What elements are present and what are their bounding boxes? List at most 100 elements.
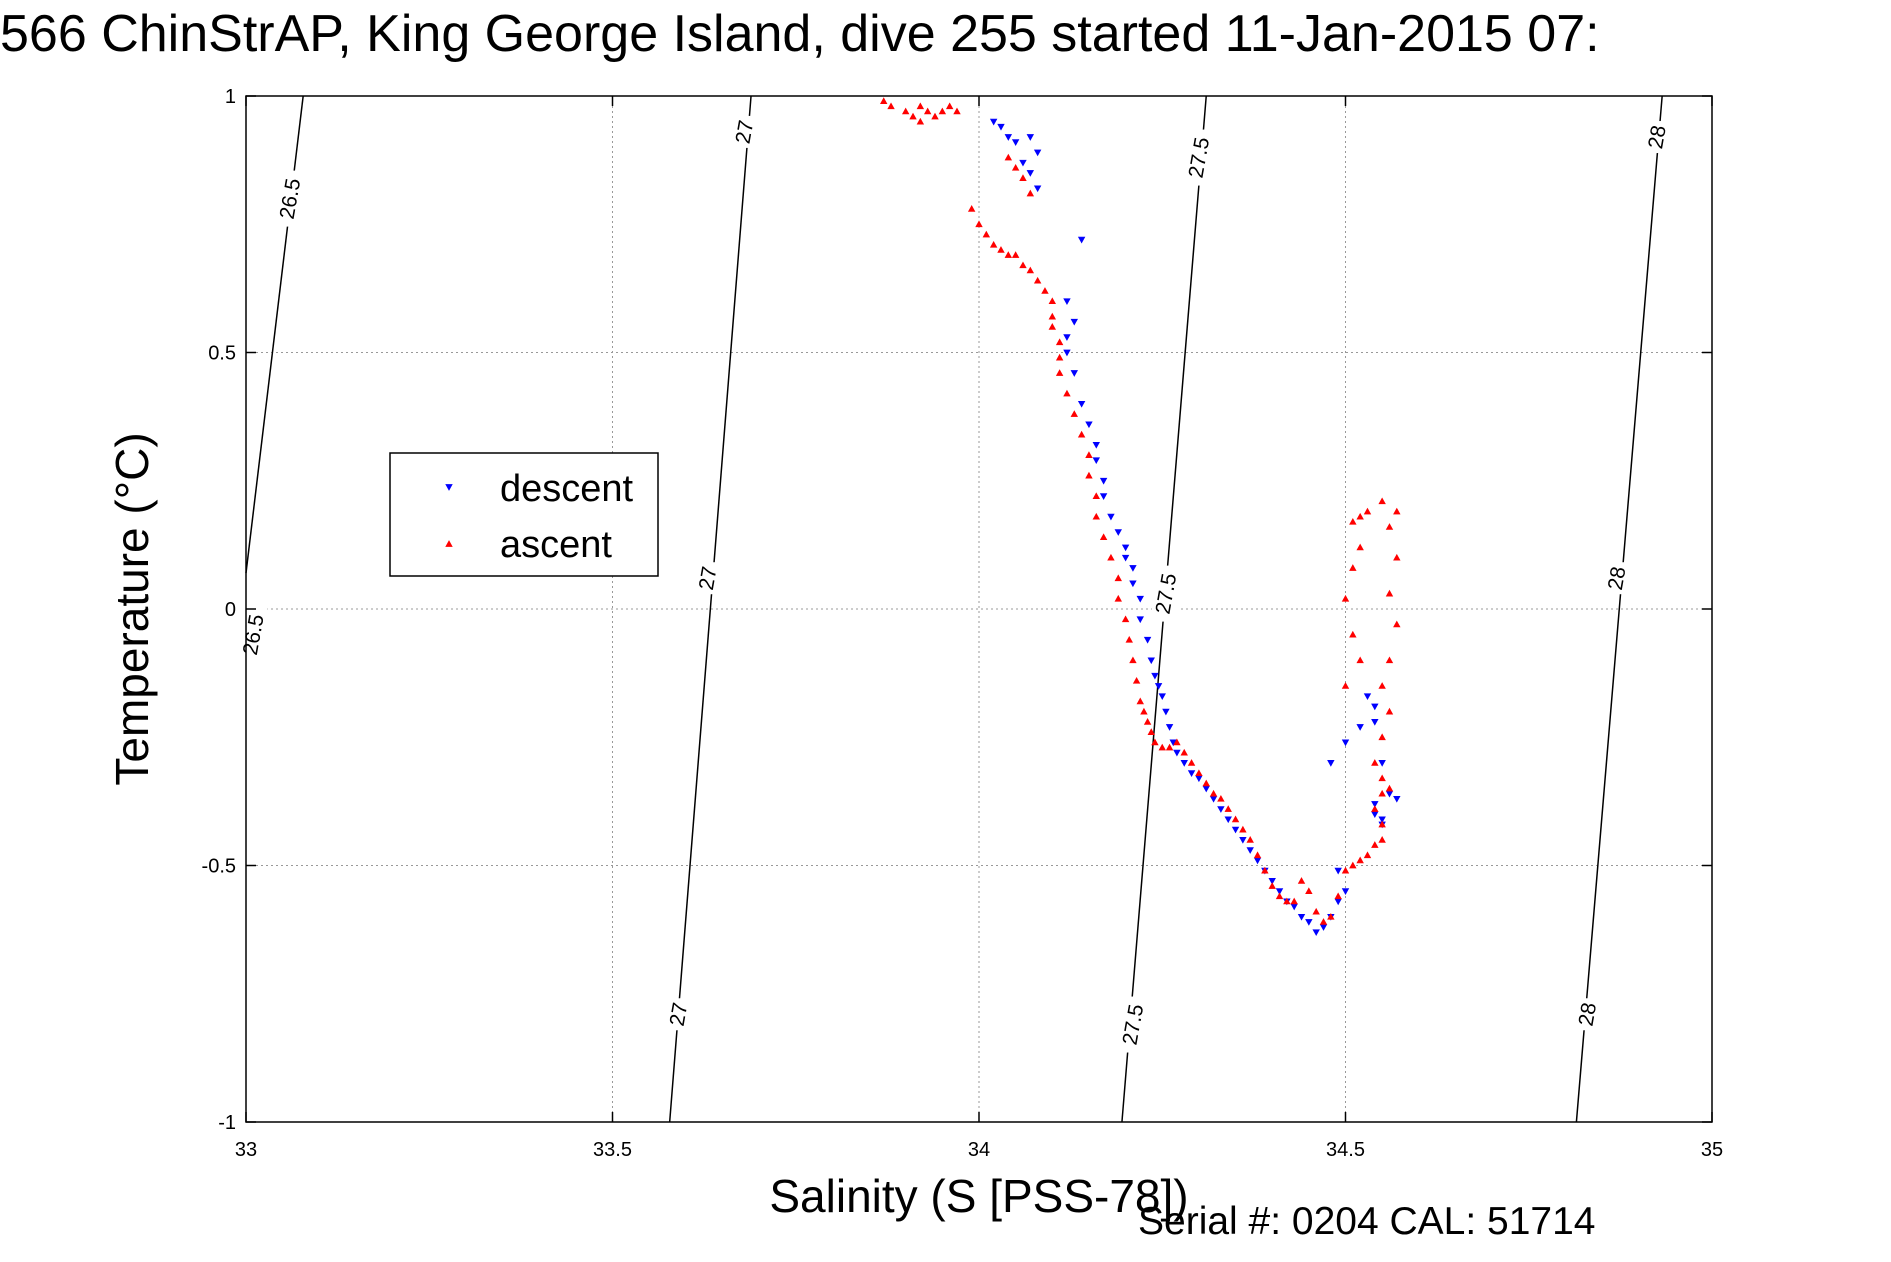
ascent-point — [953, 107, 961, 115]
descent-point — [1305, 919, 1313, 926]
descent-point — [1217, 806, 1225, 813]
y-axis-label: Temperature (°C) — [106, 432, 158, 785]
descent-point — [1371, 718, 1379, 726]
ascent-point — [1125, 635, 1133, 643]
ascent-point — [1019, 174, 1027, 181]
legend-label-ascent: ascent — [500, 524, 612, 566]
contour-label-background — [1643, 121, 1672, 154]
descent-point — [1173, 749, 1181, 757]
descent-point — [1033, 185, 1042, 193]
ascent-point — [1019, 261, 1027, 269]
descent-point — [1154, 683, 1163, 690]
descent-point — [1165, 724, 1174, 731]
descent-point — [1378, 760, 1386, 767]
descent-point — [1334, 898, 1342, 906]
descent-point — [1393, 795, 1401, 803]
ascent-point — [1092, 492, 1100, 500]
descent-point — [1033, 149, 1042, 157]
descent-point — [1356, 724, 1364, 731]
descent-point — [1077, 400, 1086, 408]
legend-marker-descent — [445, 484, 453, 491]
y-tick-label: -0.5 — [202, 856, 236, 878]
descent-point — [1099, 477, 1108, 485]
contour-label: 28 — [1575, 1001, 1602, 1028]
ascent-point — [1055, 338, 1064, 346]
contour-label-background — [664, 998, 693, 1031]
contour-label: 28 — [1604, 565, 1631, 592]
ascent-point — [1378, 733, 1386, 741]
descent-point — [1385, 790, 1394, 798]
contour-label: 27 — [695, 565, 722, 592]
ascent-point — [1217, 794, 1225, 802]
ascent-point — [1356, 543, 1364, 551]
descent-point — [1158, 693, 1166, 701]
ascent-point — [916, 117, 925, 125]
ascent-point — [1385, 589, 1394, 597]
ascent-point — [1048, 312, 1057, 320]
descent-point — [1004, 134, 1013, 141]
ascent-point — [1378, 497, 1386, 505]
ascent-point — [1048, 323, 1057, 330]
contour-label-background — [1151, 565, 1180, 622]
ascent-point — [1371, 841, 1379, 848]
ascent-point — [1319, 918, 1328, 925]
ascent-point — [1209, 789, 1218, 797]
legend: descent ascent — [389, 452, 659, 577]
x-tick-label: 33.5 — [593, 1139, 632, 1161]
descent-point — [1371, 811, 1379, 819]
ascent-point — [1180, 748, 1188, 756]
chart-title: 566 ChinStrAP, King George Island, dive … — [0, 5, 1600, 63]
ascent-point — [880, 97, 888, 104]
ascent-point — [989, 240, 998, 248]
ascent-point — [1363, 507, 1372, 515]
y-tick-label: 1 — [225, 86, 236, 108]
axis-ticks: 33 33.5 34 34.5 35 1 0.5 0 -0.5 -1 — [202, 86, 1724, 1161]
ascent-point — [1275, 892, 1284, 900]
ascent-point — [967, 205, 976, 212]
ascent-point — [1129, 656, 1137, 664]
ascent-point — [1356, 512, 1364, 520]
ascent-point — [1305, 887, 1313, 895]
ascent-point — [1041, 287, 1049, 294]
contour-label-background — [1573, 998, 1602, 1031]
descent-point — [1290, 903, 1298, 911]
ascent-point — [1033, 276, 1042, 284]
ascent-point — [1349, 630, 1357, 638]
descent-point — [1246, 847, 1254, 854]
ascent-point — [1246, 836, 1254, 843]
descent-point — [1297, 913, 1306, 921]
ascent-point — [1063, 389, 1071, 397]
ascent-point — [1371, 805, 1379, 812]
ascent-point — [1011, 251, 1020, 258]
contour-label: 28 — [1644, 124, 1671, 151]
ascent-point — [1011, 164, 1020, 171]
descent-point — [1121, 554, 1130, 562]
ascent-point — [1356, 656, 1364, 664]
descent-point — [1231, 826, 1240, 834]
ascent-point — [1165, 743, 1174, 751]
ascent-point — [1114, 574, 1122, 582]
ascent-point — [1077, 430, 1086, 438]
ascent-point — [1136, 697, 1144, 705]
ascent-point — [1187, 759, 1196, 766]
ascent-point — [1393, 507, 1401, 515]
descent-point — [1136, 616, 1144, 624]
ascent-point — [1085, 451, 1093, 458]
descent-point — [989, 118, 998, 126]
ascent-point — [1140, 707, 1148, 715]
descent-point — [1327, 760, 1335, 767]
contour-label-background — [275, 170, 304, 227]
ascent-point — [901, 107, 910, 115]
descent-point — [1195, 775, 1203, 783]
ascent-point — [1385, 707, 1394, 715]
ascent-point — [1349, 564, 1357, 571]
x-tick-label: 35 — [1701, 1139, 1723, 1161]
ascent-point — [1378, 820, 1386, 828]
descent-point — [1063, 334, 1071, 341]
ascent-point — [1290, 897, 1298, 905]
descent-point — [1121, 544, 1130, 552]
descent-point — [1070, 370, 1078, 377]
ascent-point — [1026, 266, 1035, 274]
descent-point — [1371, 703, 1379, 711]
